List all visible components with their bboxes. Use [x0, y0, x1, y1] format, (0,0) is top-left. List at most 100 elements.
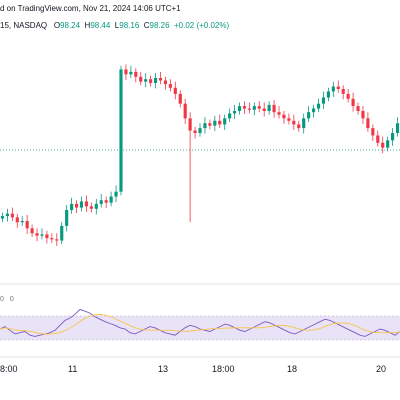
- candle-body: [277, 112, 281, 115]
- x-tick-label: 11: [68, 364, 78, 374]
- candle-body: [65, 210, 69, 226]
- x-tick-label: 13: [158, 364, 169, 374]
- candle-body: [297, 124, 301, 129]
- candle-body: [193, 130, 197, 133]
- candle-body: [25, 221, 29, 229]
- close-value: 98.26: [149, 21, 170, 30]
- rsi-line: [0, 308, 400, 337]
- x-tick-label: 8:00: [0, 364, 18, 374]
- candle-body: [257, 106, 261, 109]
- candle-body: [381, 142, 385, 148]
- candle-body: [203, 123, 207, 129]
- candle-body: [262, 108, 266, 111]
- candle-body: [292, 120, 296, 125]
- candle-body: [223, 118, 227, 125]
- candle-body: [213, 120, 217, 126]
- candle-body: [30, 228, 34, 234]
- candle-body: [395, 123, 400, 133]
- candle-body: [346, 93, 350, 99]
- candle-body: [237, 106, 242, 111]
- candle-body: [242, 106, 247, 109]
- candle-body: [5, 213, 9, 217]
- candle-body: [366, 118, 370, 129]
- candle-body: [20, 221, 24, 223]
- change-value: +0.02 (+0.02%): [174, 21, 230, 30]
- candle-body: [232, 111, 237, 114]
- candle-body: [158, 78, 163, 81]
- candle-body: [149, 79, 153, 83]
- candle-body: [114, 191, 118, 197]
- candle-body: [74, 203, 79, 208]
- published-info: d on TradingView.com, Nov 21, 2024 14:06…: [0, 4, 181, 13]
- candle-body: [391, 133, 395, 141]
- candle-body: [35, 233, 39, 236]
- candle-body: [40, 234, 44, 236]
- candle-body: [336, 86, 340, 89]
- candle-body: [252, 106, 256, 110]
- candle-body: [331, 86, 335, 92]
- candle-body: [188, 118, 192, 131]
- rsi-band: [0, 316, 400, 340]
- candle-body: [351, 98, 355, 107]
- candle-body: [247, 108, 251, 110]
- candle-body: [94, 203, 98, 209]
- symbol-fragment: 15, NASDAQ: [0, 21, 48, 30]
- candle-body: [218, 120, 222, 125]
- candle-body: [371, 128, 375, 136]
- candle-body: [153, 78, 158, 83]
- candle-body: [109, 196, 113, 203]
- candle-body: [134, 71, 138, 77]
- close-key: C: [143, 21, 150, 30]
- candle-body: [129, 71, 133, 75]
- rsi-ma-line: [0, 314, 400, 335]
- candle-body: [356, 106, 360, 111]
- candle-body: [312, 108, 316, 113]
- candle-body: [84, 201, 88, 207]
- candle-body: [60, 225, 64, 241]
- candle-body: [50, 238, 54, 240]
- candle-body: [267, 104, 271, 111]
- candle-body: [168, 84, 172, 88]
- candle-body: [55, 239, 59, 241]
- candle-body: [173, 87, 177, 94]
- candle-body: [208, 123, 212, 126]
- candle-body: [287, 118, 291, 121]
- candle-body: [124, 69, 128, 75]
- chart-header: d on TradingView.com, Nov 21, 2024 14:06…: [0, 0, 400, 40]
- candle-body: [326, 91, 330, 98]
- candle-body: [70, 203, 74, 210]
- candle-body: [272, 104, 276, 113]
- open-value: 98.24: [60, 21, 81, 30]
- x-tick-label: 18:00: [212, 364, 235, 374]
- candle-body: [99, 200, 103, 204]
- candle-body: [282, 114, 286, 119]
- candle-body: [163, 80, 168, 85]
- candle-body: [144, 79, 148, 82]
- open-key: O: [53, 21, 61, 30]
- candle-body: [307, 112, 311, 119]
- candle-body: [139, 76, 143, 82]
- candle-body: [15, 217, 19, 223]
- candle-body: [119, 69, 123, 192]
- candle-body: [376, 135, 380, 143]
- candle-body: [10, 213, 14, 218]
- candle-body: [321, 97, 326, 104]
- candle-body: [198, 128, 202, 133]
- candle-body: [361, 111, 365, 119]
- high-value: 98.44: [90, 21, 111, 30]
- candle-body: [316, 103, 321, 109]
- candle-body: [178, 93, 182, 104]
- candle-body: [302, 118, 306, 129]
- high-key: H: [84, 21, 91, 30]
- candle-body: [104, 200, 108, 203]
- low-value: 98.16: [119, 21, 140, 30]
- candle-body: [228, 113, 232, 119]
- candle-body: [45, 234, 49, 239]
- x-tick-label: 20: [376, 364, 387, 374]
- candle-body: [0, 216, 5, 219]
- candle-body: [386, 140, 390, 148]
- x-tick-label: 18: [287, 364, 298, 374]
- candle-body: [183, 103, 187, 119]
- candle-body: [89, 206, 93, 209]
